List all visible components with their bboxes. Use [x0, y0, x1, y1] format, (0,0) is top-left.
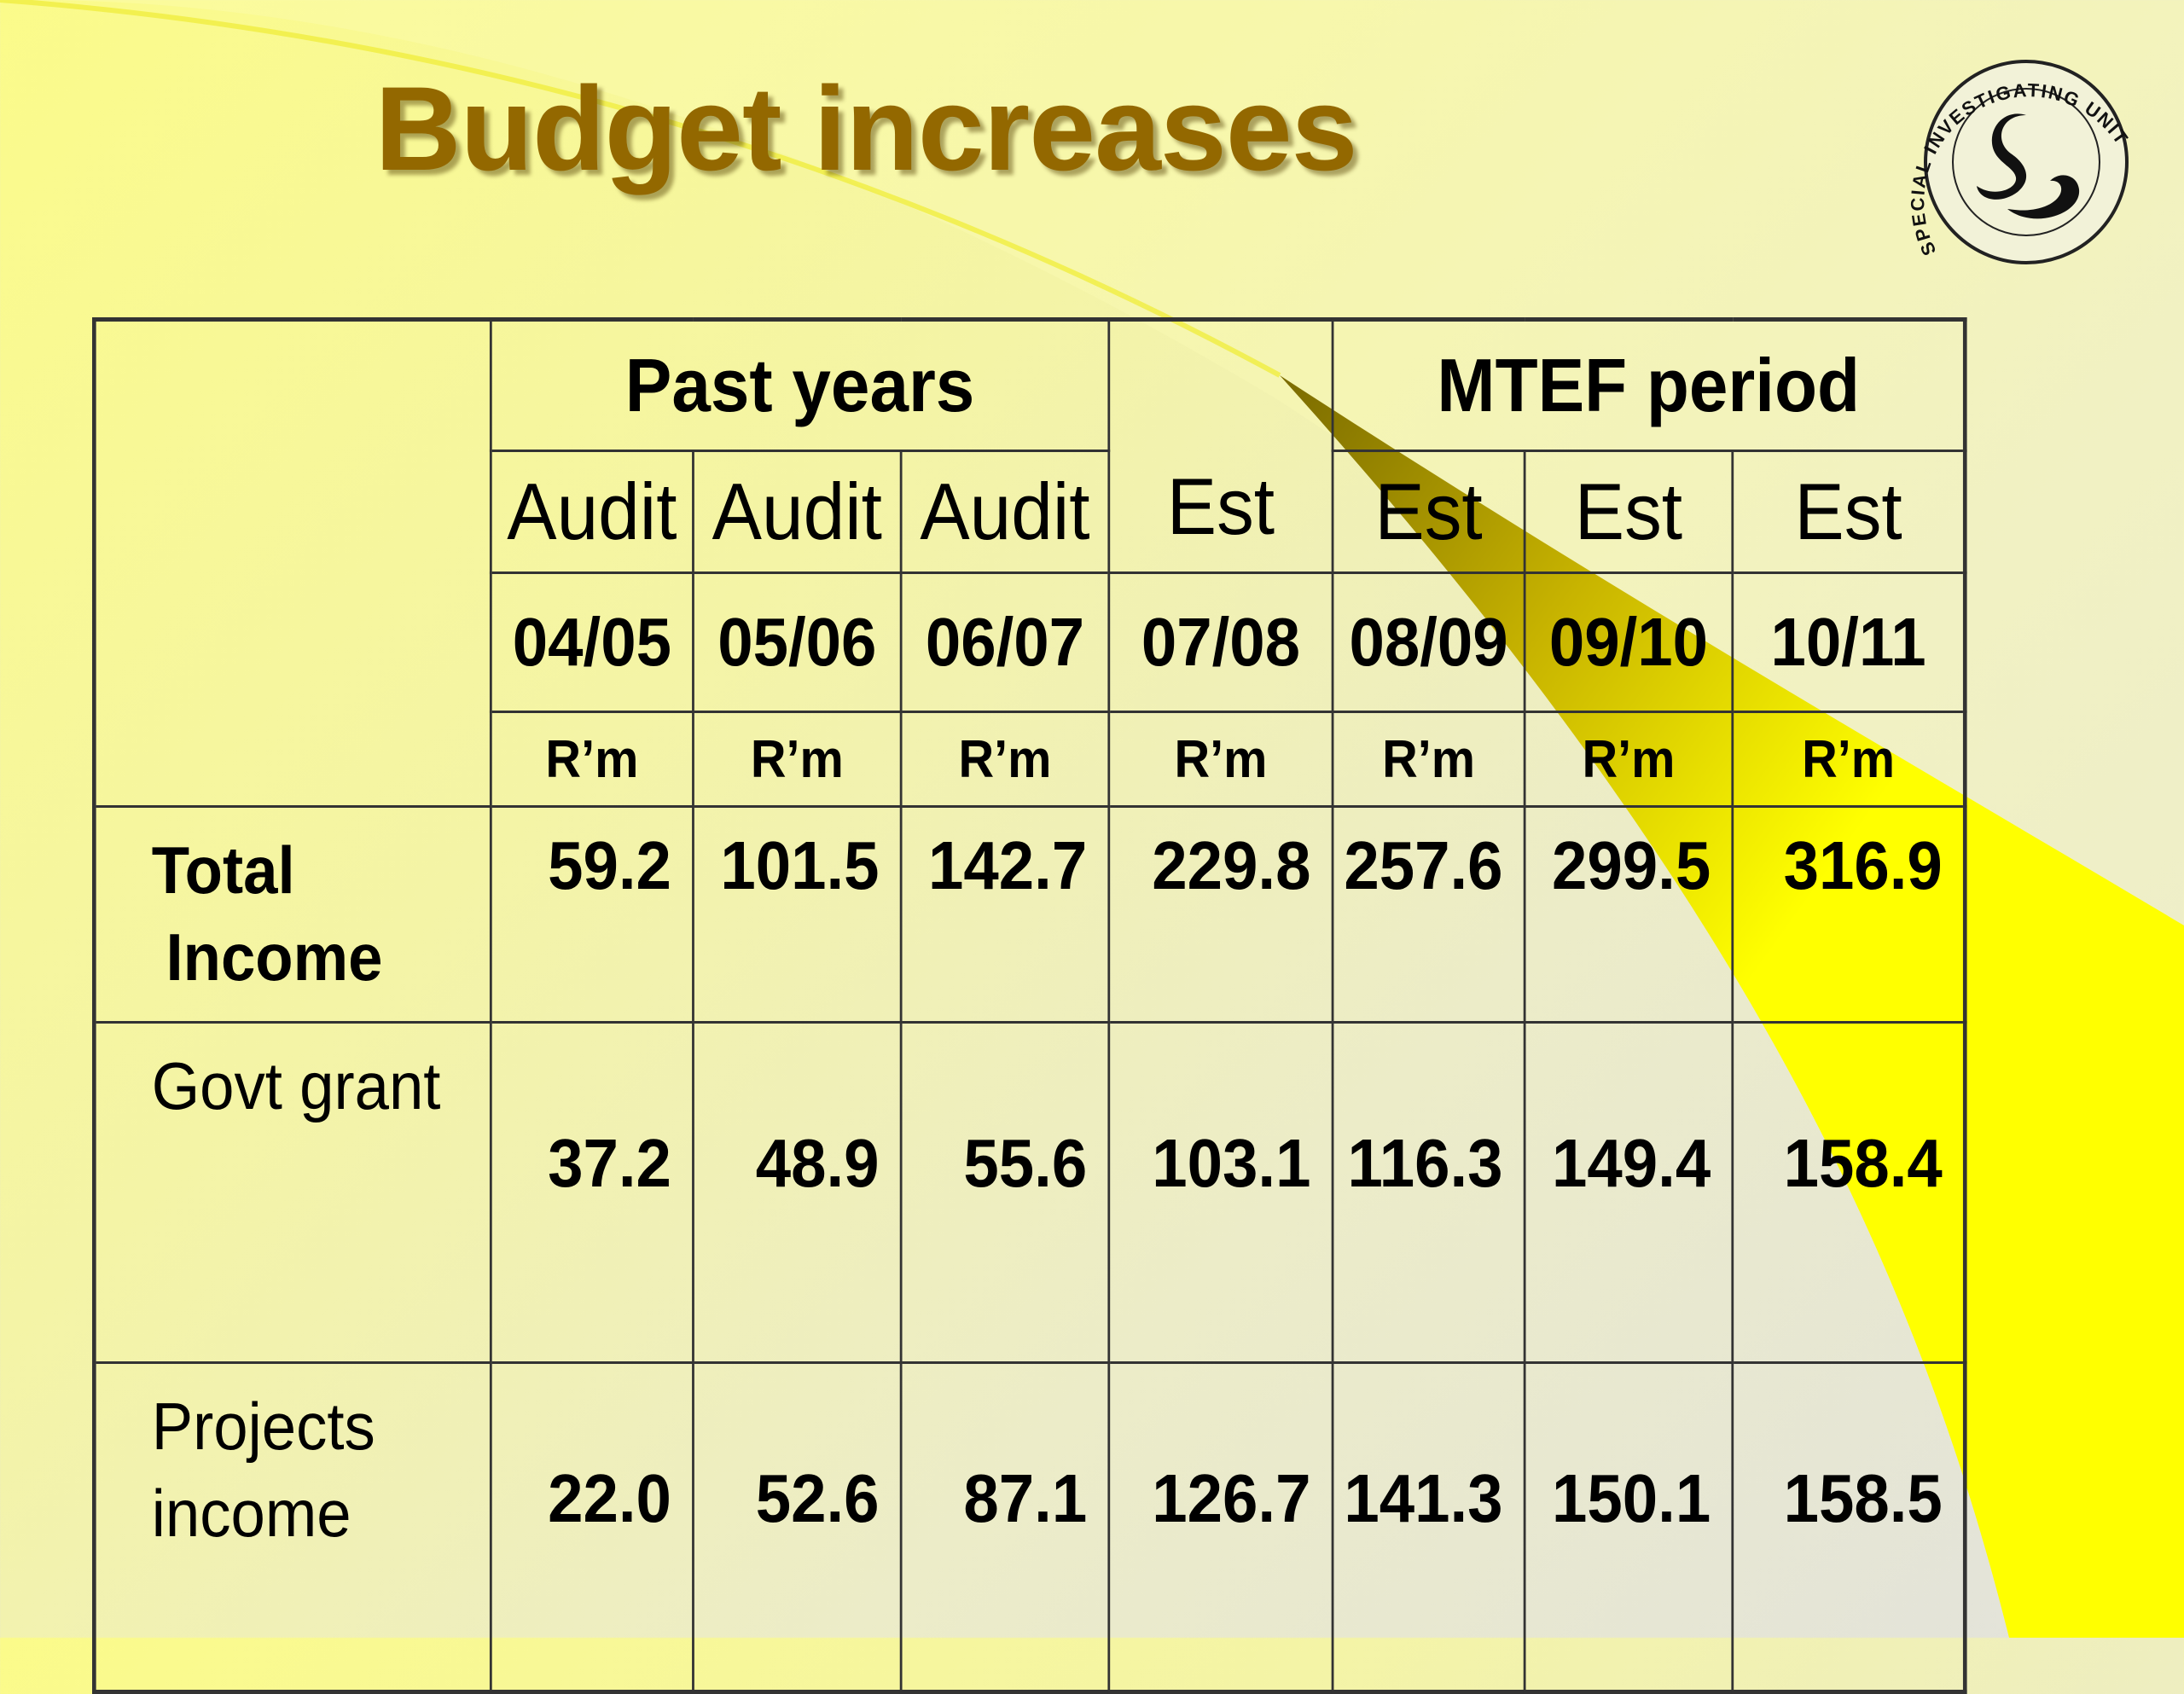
table-row-govt-grant: Govt grant 37.2 48.9 55.6 103.1 116.3 14…: [92, 1021, 1966, 1364]
header-type-4: Est: [1107, 318, 1334, 574]
row-label-line1: Projects: [151, 1389, 375, 1464]
table-cell: 22.0: [489, 1361, 694, 1693]
table-cell: 101.5: [692, 805, 903, 1024]
table-cell: 87.1: [899, 1361, 1111, 1693]
row-label-line1: Govt grant: [151, 1048, 441, 1123]
header-year-2: 05/06: [692, 571, 903, 713]
header-year-1: 04/05: [489, 571, 694, 713]
header-year-3: 06/07: [899, 571, 1111, 713]
budget-table: Past years Est MTEF period Audit Audit A…: [92, 317, 1967, 1694]
table-cell: 299.5: [1523, 805, 1734, 1024]
table-cell: 37.2: [489, 1021, 694, 1364]
group-header-past-years: Past years: [489, 318, 1111, 452]
table-cell: 158.4: [1731, 1021, 1966, 1364]
cobra-emblem-icon: SPECIAL INVESTIGATING UNIT: [1907, 60, 2131, 264]
row-label: Total Income: [92, 805, 492, 1024]
table-cell: 48.9: [692, 1021, 903, 1364]
header-unit-2: R’m: [692, 711, 903, 808]
header-unit-5: R’m: [1331, 711, 1526, 808]
page-title: Budget increases: [375, 61, 1357, 195]
header-type-1: Audit: [489, 450, 694, 574]
budget-table-container: Past years Est MTEF period Audit Audit A…: [92, 317, 2108, 1694]
row-label-line2: income: [151, 1476, 351, 1551]
row-label-line2: Income: [166, 920, 383, 995]
table-cell: 141.3: [1331, 1361, 1526, 1693]
header-unit-6: R’m: [1523, 711, 1734, 808]
header-type-3: Audit: [899, 450, 1111, 574]
table-cell: 257.6: [1331, 805, 1526, 1024]
row-label: Govt grant: [92, 1021, 492, 1364]
row-label: Projects income: [92, 1361, 492, 1693]
header-year-7: 10/11: [1731, 571, 1966, 713]
header-row-units: R’m R’m R’m R’m R’m R’m R’m: [94, 711, 1966, 808]
header-year-4: 07/08: [1107, 571, 1334, 713]
row-label-line1: Total: [151, 832, 295, 908]
table-cell: 158.5: [1731, 1361, 1966, 1693]
table-cell: 229.8: [1107, 805, 1334, 1024]
header-unit-1: R’m: [489, 711, 694, 808]
table-cell: 103.1: [1107, 1021, 1334, 1364]
header-year-6: 09/10: [1523, 571, 1734, 713]
table-cell: 149.4: [1523, 1021, 1734, 1364]
header-type-6: Est: [1523, 450, 1734, 574]
header-unit-3: R’m: [899, 711, 1111, 808]
header-year-5: 08/09: [1331, 571, 1526, 713]
header-row-years: 04/05 05/06 06/07 07/08 08/09 09/10 10/1…: [94, 571, 1966, 713]
table-cell: 52.6: [692, 1361, 903, 1693]
table-cell: 126.7: [1107, 1361, 1334, 1693]
header-row-groups: Past years Est MTEF period: [92, 318, 1966, 808]
header-row-types: Audit Audit Audit Est Est Est: [94, 450, 1966, 574]
table-cell: 55.6: [899, 1021, 1111, 1364]
table-row-total-income: Total Income 59.2 101.5 142.7 229.8 257.6…: [92, 805, 1966, 1024]
group-header-mtef-period: MTEF period: [1331, 318, 1966, 452]
table-cell: 150.1: [1523, 1361, 1734, 1693]
table-cell: 59.2: [489, 805, 694, 1024]
header-type-2: Audit: [692, 450, 903, 574]
header-unit-4: R’m: [1107, 711, 1334, 808]
header-corner-cell: [92, 318, 492, 808]
header-type-5: Est: [1331, 450, 1526, 574]
header-type-7: Est: [1731, 450, 1966, 574]
table-cell: 116.3: [1331, 1021, 1526, 1364]
table-cell: 142.7: [899, 805, 1111, 1024]
table-cell: 316.9: [1731, 805, 1966, 1024]
table-row-projects-income: Projects income 22.0 52.6 87.1 126.7 141.…: [92, 1361, 1966, 1693]
header-unit-7: R’m: [1731, 711, 1966, 808]
